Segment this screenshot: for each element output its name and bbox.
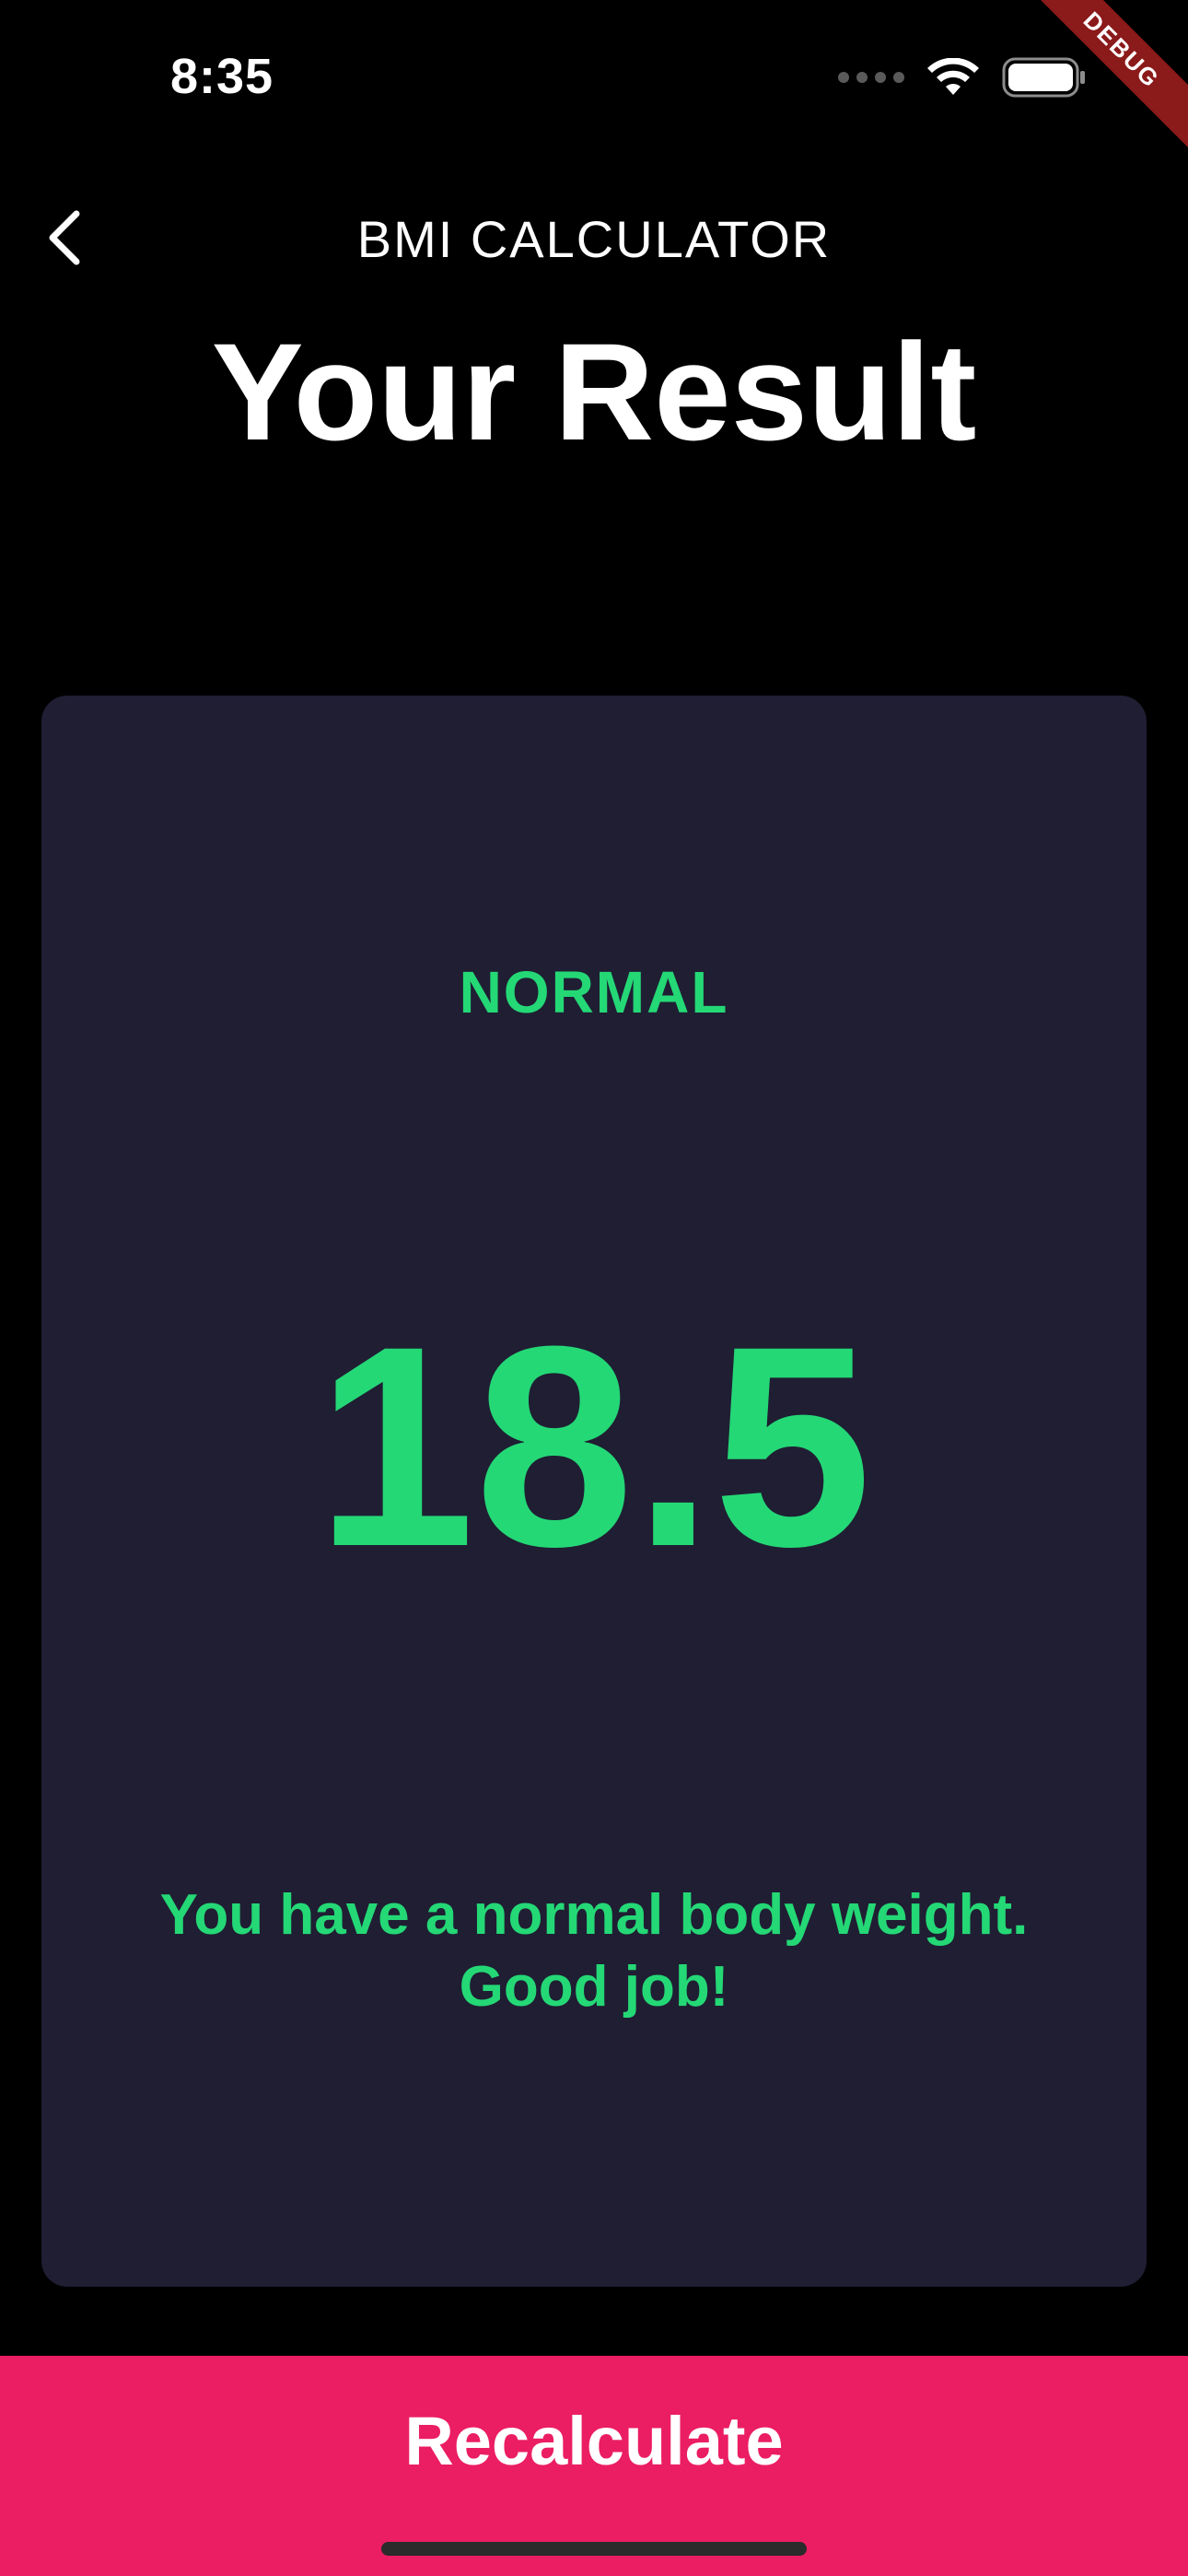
app-title: BMI CALCULATOR (356, 210, 832, 268)
bmi-value: 18.5 (316, 1286, 872, 1606)
result-card: NORMAL 18.5 You have a normal body weigh… (41, 696, 1147, 2287)
home-indicator[interactable] (381, 2542, 807, 2556)
app-bar: BMI CALCULATOR (0, 189, 1188, 290)
status-icons (838, 57, 1087, 98)
recalculate-button[interactable]: Recalculate (0, 2356, 1188, 2576)
recalculate-label: Recalculate (404, 2403, 784, 2479)
page-title: Your Result (211, 314, 977, 469)
chevron-left-icon (49, 210, 80, 265)
status-time: 8:35 (170, 49, 274, 104)
back-button[interactable] (33, 205, 98, 270)
status-bar: 8:35 DEBUG (0, 0, 1188, 164)
battery-icon (1002, 57, 1085, 98)
bmi-interpretation: You have a normal body weight. Good job! (159, 1883, 1029, 2019)
cellular-signal-icon (838, 72, 904, 83)
bmi-status-label: NORMAL (459, 959, 729, 1025)
wifi-icon (927, 58, 979, 95)
